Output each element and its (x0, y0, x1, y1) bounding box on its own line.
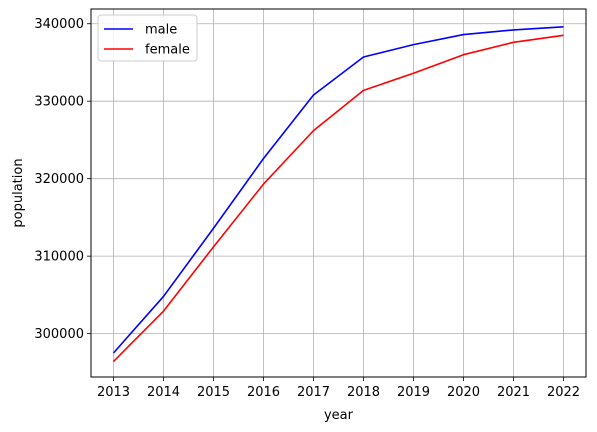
x-tick-label: 2017 (297, 385, 330, 400)
legend-label-female: female (145, 43, 190, 58)
y-tick-label: 330000 (34, 95, 84, 110)
series-line-female (112, 34, 564, 363)
x-tick-label: 2014 (147, 385, 180, 400)
y-tick-label: 340000 (34, 17, 84, 32)
x-tick-label: 2020 (447, 385, 480, 400)
y-tick-label: 310000 (34, 250, 84, 265)
y-axis-ticks: 300000 310000 320000 330000 340000 (34, 17, 91, 342)
x-tick-label: 2021 (497, 385, 530, 400)
y-axis-label: population (11, 158, 26, 227)
x-tick-label: 2019 (397, 385, 430, 400)
y-tick-label: 320000 (34, 172, 84, 187)
legend: male female (97, 14, 198, 62)
x-tick-label: 2013 (97, 385, 130, 400)
x-tick-label: 2015 (197, 385, 230, 400)
x-tick-label: 2018 (347, 385, 380, 400)
x-tick-label: 2016 (247, 385, 280, 400)
x-tick-label: 2022 (547, 385, 580, 400)
x-axis-label: year (324, 408, 354, 423)
x-axis-ticks: 2013 2014 2015 2016 2017 2018 2019 2020 2021 2022 (97, 377, 580, 400)
plot-frame (90, 8, 587, 378)
y-tick-label: 300000 (34, 327, 84, 342)
series-line-male (112, 26, 564, 354)
legend-label-male: male (145, 23, 177, 38)
grid (91, 9, 586, 377)
series-lines (112, 26, 564, 363)
